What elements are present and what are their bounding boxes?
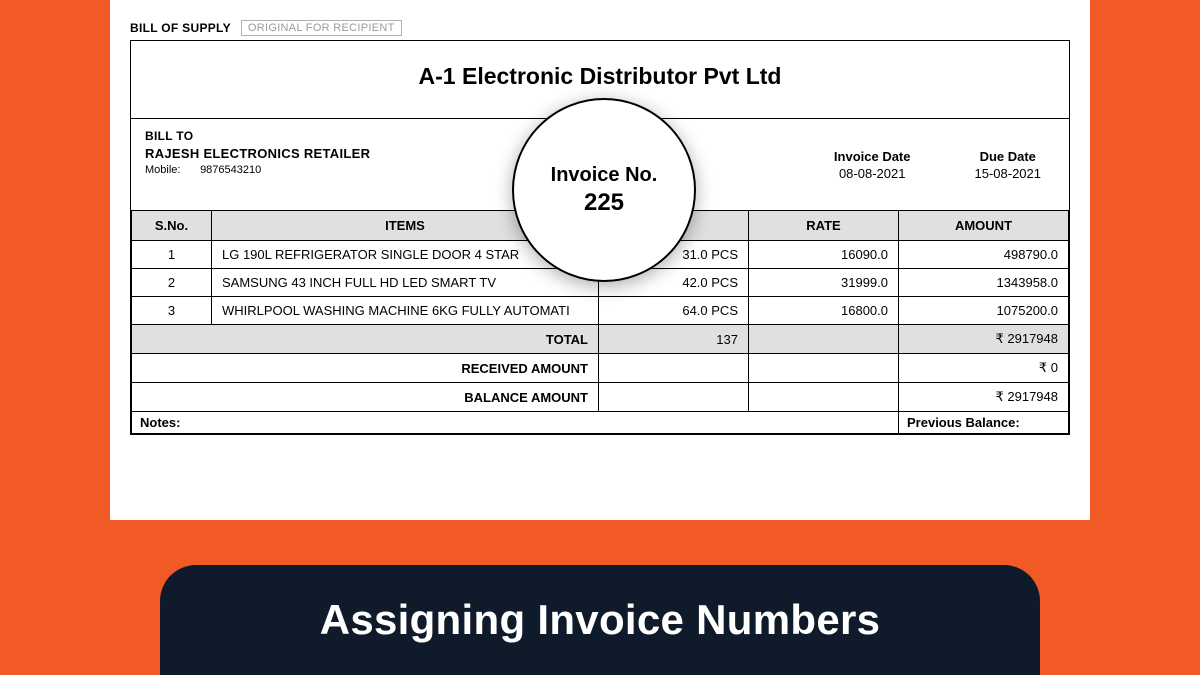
total-amount: ₹ 2917948 — [899, 325, 1069, 354]
due-date-value: 15-08-2021 — [975, 166, 1042, 181]
cell-rate: 16800.0 — [749, 297, 899, 325]
total-label: TOTAL — [132, 325, 599, 354]
cell-qty: 64.0 PCS — [599, 297, 749, 325]
col-sno: S.No. — [132, 211, 212, 241]
balance-amount: ₹ 2917948 — [899, 383, 1069, 412]
bill-to-mobile: Mobile: 9876543210 — [145, 164, 820, 176]
cell-rate: 31999.0 — [749, 269, 899, 297]
col-amount: AMOUNT — [899, 211, 1069, 241]
mobile-label: Mobile: — [145, 164, 197, 176]
received-label: RECEIVED AMOUNT — [132, 354, 599, 383]
footer-row: Notes: Previous Balance: — [132, 412, 1069, 434]
invoice-no-value: 225 — [584, 189, 624, 217]
caption-banner: Assigning Invoice Numbers — [160, 565, 1040, 675]
total-row: TOTAL 137 ₹ 2917948 — [132, 325, 1069, 354]
received-row: RECEIVED AMOUNT ₹ 0 — [132, 354, 1069, 383]
received-amount: ₹ 0 — [899, 354, 1069, 383]
mobile-value: 9876543210 — [200, 164, 261, 176]
invoice-no-label: Invoice No. — [551, 164, 658, 187]
table-row: 3 WHIRLPOOL WASHING MACHINE 6KG FULLY AU… — [132, 297, 1069, 325]
document-top-labels: BILL OF SUPPLY ORIGINAL FOR RECIPIENT — [130, 20, 1070, 36]
invoice-date-cell: Invoice Date 08-08-2021 — [834, 149, 911, 181]
cell-amount: 1075200.0 — [899, 297, 1069, 325]
balance-rate-blank — [749, 383, 899, 412]
balance-qty-blank — [599, 383, 749, 412]
due-date-label: Due Date — [975, 149, 1042, 164]
cell-item: WHIRLPOOL WASHING MACHINE 6KG FULLY AUTO… — [212, 297, 599, 325]
bill-to-block: BILL TO RAJESH ELECTRONICS RETAILER Mobi… — [131, 119, 834, 210]
invoice-date-label: Invoice Date — [834, 149, 911, 164]
balance-label: BALANCE AMOUNT — [132, 383, 599, 412]
received-qty-blank — [599, 354, 749, 383]
cell-amount: 1343958.0 — [899, 269, 1069, 297]
col-rate: RATE — [749, 211, 899, 241]
previous-balance-label: Previous Balance: — [899, 412, 1069, 434]
total-rate-blank — [749, 325, 899, 354]
due-date-cell: Due Date 15-08-2021 — [975, 149, 1042, 181]
bill-to-name: RAJESH ELECTRONICS RETAILER — [145, 146, 820, 161]
bill-of-supply-label: BILL OF SUPPLY — [130, 21, 231, 35]
original-for-recipient-badge: ORIGINAL FOR RECIPIENT — [241, 20, 402, 36]
balance-row: BALANCE AMOUNT ₹ 2917948 — [132, 383, 1069, 412]
cell-sno: 2 — [132, 269, 212, 297]
company-name: A-1 Electronic Distributor Pvt Ltd — [131, 63, 1069, 90]
total-qty: 137 — [599, 325, 749, 354]
cell-item: SAMSUNG 43 INCH FULL HD LED SMART TV — [212, 269, 599, 297]
received-rate-blank — [749, 354, 899, 383]
notes-label: Notes: — [132, 412, 899, 434]
cell-amount: 498790.0 — [899, 241, 1069, 269]
caption-text: Assigning Invoice Numbers — [320, 596, 881, 644]
cell-rate: 16090.0 — [749, 241, 899, 269]
invoice-date-value: 08-08-2021 — [834, 166, 911, 181]
cell-sno: 1 — [132, 241, 212, 269]
cell-sno: 3 — [132, 297, 212, 325]
invoice-number-highlight-circle: Invoice No. 225 — [512, 98, 696, 282]
bill-to-label: BILL TO — [145, 129, 820, 143]
dates-block: Invoice Date 08-08-2021 Due Date 15-08-2… — [834, 119, 1069, 210]
invoice-document: BILL OF SUPPLY ORIGINAL FOR RECIPIENT A-… — [110, 0, 1090, 520]
